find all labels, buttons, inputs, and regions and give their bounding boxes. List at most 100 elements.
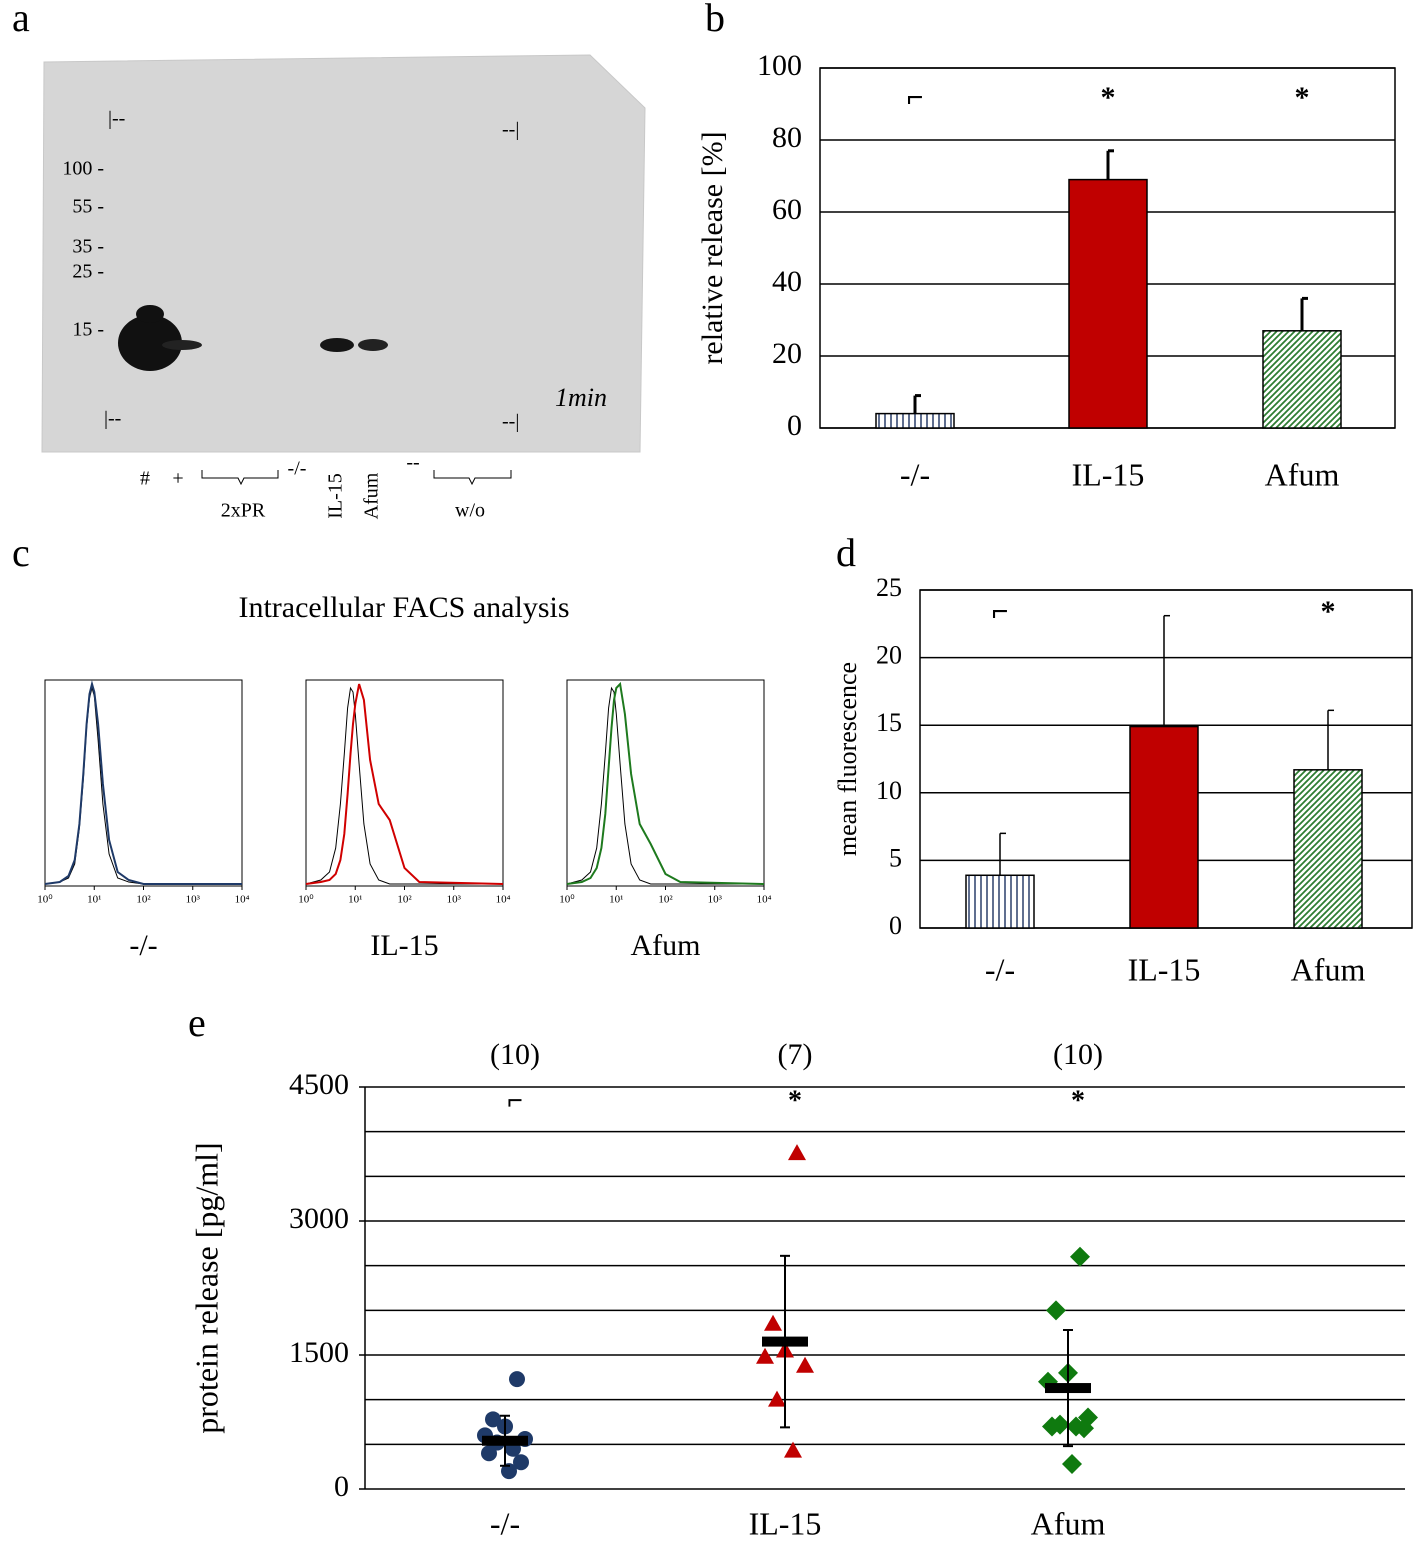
x-tick-label: 10¹ bbox=[348, 894, 362, 906]
bar bbox=[1293, 769, 1363, 929]
x-tick-label: -/- bbox=[900, 456, 930, 492]
y-axis-label: mean fluorescence bbox=[833, 662, 862, 856]
subplot-label: -/- bbox=[129, 929, 157, 962]
data-point bbox=[485, 1411, 501, 1428]
lane-label: + bbox=[172, 468, 183, 490]
data-point bbox=[756, 1347, 774, 1364]
count-label: (10) bbox=[1053, 1038, 1103, 1071]
lane-label: w/o bbox=[455, 500, 485, 522]
lane-label: # bbox=[140, 468, 150, 490]
blot-band bbox=[358, 339, 388, 351]
blot-membrane bbox=[41, 54, 646, 453]
y-axis-label: relative release [%] bbox=[696, 131, 729, 364]
x-tick-label: 10⁰ bbox=[559, 894, 575, 906]
x-tick-label: Afum bbox=[1031, 1505, 1106, 1541]
data-point bbox=[481, 1445, 497, 1462]
blot-marker: --| bbox=[502, 411, 519, 433]
y-tick-label: 100 bbox=[757, 49, 802, 82]
x-tick-label: IL-15 bbox=[1128, 951, 1201, 987]
bar bbox=[965, 874, 1035, 929]
lane-label: -- bbox=[406, 452, 419, 474]
significance-mark: * bbox=[1295, 81, 1310, 114]
x-tick-label: Afum bbox=[1291, 951, 1366, 987]
y-tick-label: 4500 bbox=[289, 1068, 349, 1101]
blot-panel: a |-- --| |-- --| 100 - 55 - 35 - 25 - 1… bbox=[12, 0, 646, 522]
blot-note: 1min bbox=[555, 383, 607, 412]
y-tick-label: 0 bbox=[787, 409, 802, 442]
blot-band bbox=[118, 315, 182, 371]
significance-mark: * bbox=[1071, 1085, 1085, 1116]
x-tick-label: -/- bbox=[985, 951, 1015, 987]
y-tick-label: 20 bbox=[772, 337, 802, 370]
data-point bbox=[501, 1463, 517, 1480]
histogram-curve bbox=[44, 680, 242, 885]
x-tick-label: Afum bbox=[1265, 456, 1340, 492]
y-tick-label: 1500 bbox=[289, 1336, 349, 1369]
x-tick-label: 10⁴ bbox=[757, 894, 772, 906]
histogram-curve bbox=[566, 686, 764, 885]
significance-mark: * bbox=[788, 1085, 802, 1116]
panel-letter: e bbox=[188, 1000, 206, 1045]
x-tick-label: -/- bbox=[490, 1505, 520, 1541]
x-tick-label: 10² bbox=[136, 894, 151, 906]
y-tick-label: 10 bbox=[876, 776, 902, 805]
y-tick-label: 25 bbox=[876, 573, 902, 602]
x-tick-label: 10⁰ bbox=[298, 894, 314, 906]
bar bbox=[1262, 330, 1342, 429]
histogram-curve bbox=[305, 683, 504, 885]
panel-letter: b bbox=[705, 0, 725, 40]
bar bbox=[1068, 178, 1148, 429]
data-point bbox=[768, 1390, 786, 1407]
x-tick-label: 10⁴ bbox=[235, 894, 250, 906]
significance-mark: ⌐ bbox=[906, 81, 923, 114]
chart-title: Intracellular FACS analysis bbox=[238, 591, 569, 624]
data-point bbox=[796, 1356, 814, 1373]
y-tick-label: 20 bbox=[876, 641, 902, 670]
mean-bar bbox=[762, 1336, 808, 1347]
histogram-curve bbox=[44, 686, 242, 885]
significance-mark: * bbox=[1101, 81, 1116, 114]
y-tick-label: 0 bbox=[889, 911, 902, 940]
x-tick-label: 10¹ bbox=[609, 894, 623, 906]
plot-frame bbox=[305, 679, 504, 887]
x-tick-label: 10⁴ bbox=[496, 894, 511, 906]
x-tick-label: IL-15 bbox=[749, 1505, 822, 1541]
x-tick-label: 10² bbox=[397, 894, 412, 906]
x-tick-label: IL-15 bbox=[1072, 456, 1145, 492]
data-point bbox=[513, 1454, 529, 1471]
data-point bbox=[784, 1441, 802, 1458]
data-point bbox=[1062, 1453, 1082, 1474]
x-tick-label: 10³ bbox=[186, 894, 201, 906]
blot-marker: |-- bbox=[104, 408, 121, 430]
y-tick-label: 3000 bbox=[289, 1202, 349, 1235]
blot-band bbox=[162, 340, 202, 350]
data-point bbox=[788, 1144, 806, 1161]
subplot-label: Afum bbox=[631, 929, 701, 962]
data-point bbox=[1070, 1246, 1090, 1267]
histogram-curve bbox=[566, 681, 765, 885]
significance-mark: ⌐ bbox=[507, 1085, 523, 1116]
data-point bbox=[1074, 1418, 1094, 1439]
mw-label: 15 - bbox=[72, 319, 104, 341]
panel-letter: a bbox=[12, 0, 30, 40]
bar bbox=[1129, 725, 1199, 929]
mean-bar bbox=[482, 1435, 528, 1446]
blot-band bbox=[136, 305, 164, 323]
lane-label: 2xPR bbox=[221, 500, 266, 522]
plot-frame bbox=[566, 679, 765, 887]
blot-marker: --| bbox=[502, 119, 519, 141]
lane-brace bbox=[201, 470, 279, 486]
x-tick-label: 10³ bbox=[447, 894, 462, 906]
x-tick-label: 10¹ bbox=[87, 894, 101, 906]
panel-letter: d bbox=[836, 530, 856, 575]
y-tick-label: 0 bbox=[334, 1470, 349, 1503]
blot-band bbox=[320, 338, 354, 352]
blot-marker: |-- bbox=[108, 108, 125, 130]
x-tick-label: 10⁰ bbox=[37, 894, 53, 906]
lane-label: IL-15 bbox=[325, 473, 347, 519]
significance-mark: * bbox=[1321, 595, 1336, 628]
mw-label: 55 - bbox=[72, 196, 104, 218]
panel-letter: c bbox=[12, 530, 30, 575]
mean-bar bbox=[1045, 1383, 1091, 1394]
